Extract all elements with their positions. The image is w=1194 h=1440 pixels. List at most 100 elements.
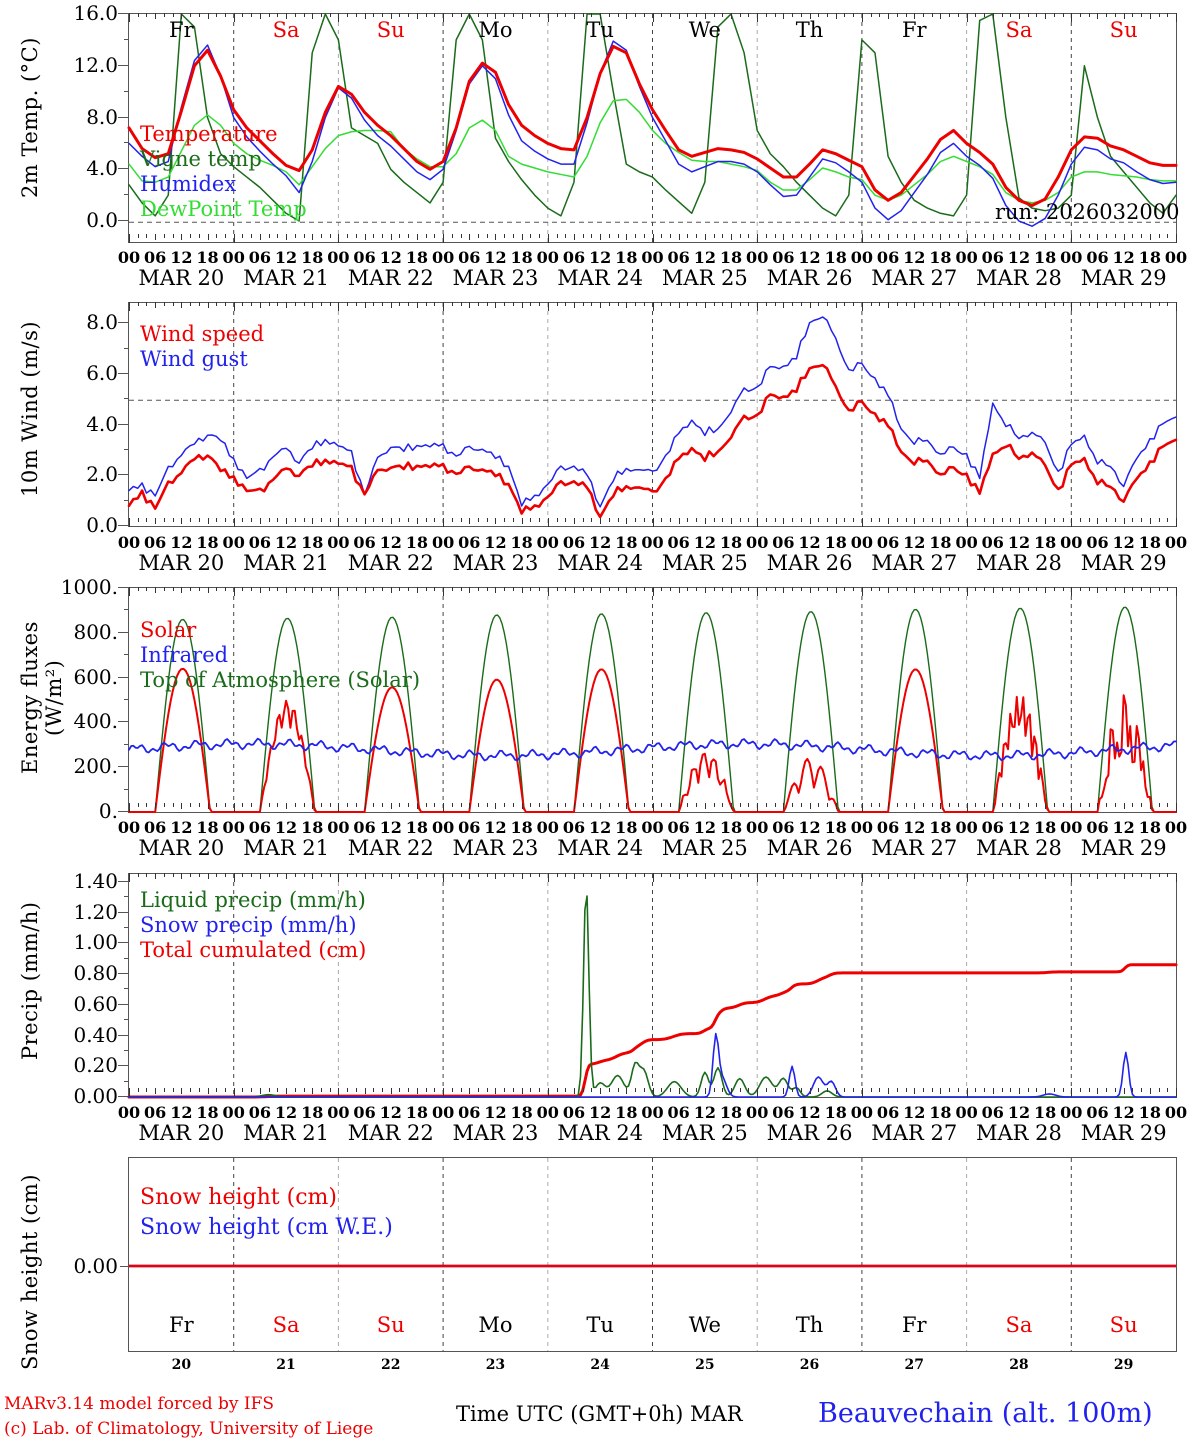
temperature-day-label: MAR 28 bbox=[975, 266, 1062, 290]
wind-hour-tick-label: 06 bbox=[772, 533, 795, 552]
axis-tick-row bbox=[129, 302, 1177, 311]
precip-hour-tick-label: 12 bbox=[484, 1103, 507, 1122]
precip-hour-tick-label: 18 bbox=[824, 1103, 847, 1122]
wind-hour-tick-label: 06 bbox=[248, 533, 272, 552]
temperature-hour-tick-label: 00 bbox=[746, 248, 769, 267]
temperature-hour-tick-label: 12 bbox=[379, 248, 402, 267]
series-path bbox=[128, 316, 1177, 508]
temperature-y-tickmark bbox=[118, 13, 130, 14]
energy-y-tick-label: 800. bbox=[73, 619, 118, 644]
wind-legend: Wind speed Wind gust bbox=[140, 322, 264, 372]
precip-y-tick-label: 1.40 bbox=[73, 868, 118, 893]
temperature-hour-tick-label: 12 bbox=[693, 248, 716, 267]
precip-hour-tick-label: 18 bbox=[929, 1103, 952, 1122]
wind-hour-tick-label: 06 bbox=[458, 533, 481, 552]
temperature-y-tickmark bbox=[118, 220, 130, 222]
temperature-y-minor-tick bbox=[124, 194, 130, 196]
energy-hour-tick-label: 18 bbox=[1033, 818, 1057, 837]
legend-item-wind-gust: Wind gust bbox=[140, 347, 248, 371]
energy-hour-tick-label: 00 bbox=[746, 818, 769, 837]
precip-hour-tick-label: 12 bbox=[693, 1103, 716, 1122]
precip-hour-tick-label: 12 bbox=[903, 1103, 926, 1122]
precip-hour-tick-label: 00 bbox=[536, 1103, 559, 1122]
precip-hour-tick-label: 06 bbox=[981, 1103, 1004, 1122]
panel-energy: Energy fluxes (W/m²) 1000. 800. 600. 400. 20… bbox=[0, 575, 1194, 860]
snow-chart-svg bbox=[129, 1158, 1176, 1351]
legend-item-snow-height: Snow height (cm) bbox=[140, 1185, 337, 1210]
panel-wind: 10m Wind (m/s) 8.0 6.0 4.0 2.0 0.0 Wind spee… bbox=[0, 290, 1194, 575]
snow-day-number: 27 bbox=[904, 1357, 924, 1373]
temperature-day-label: MAR 26 bbox=[766, 266, 853, 290]
energy-y-tick-label: 200. bbox=[73, 754, 118, 779]
energy-hour-tick-label: 18 bbox=[301, 818, 324, 837]
energy-hour-tick-label: 12 bbox=[589, 818, 612, 837]
legend-item-total-cumulated: Total cumulated (cm) bbox=[140, 938, 367, 962]
energy-y-axis-label: Energy fluxes (W/m²) bbox=[18, 621, 66, 775]
temperature-hour-tick-label: 18 bbox=[301, 248, 324, 267]
axis-tick-row bbox=[129, 13, 1177, 22]
wind-hour-tick-label: 18 bbox=[719, 533, 743, 552]
temperature-hour-tick-label: 00 bbox=[850, 248, 874, 267]
energy-hour-tick-label: 18 bbox=[929, 818, 952, 837]
weekday-tag: Su bbox=[1109, 18, 1138, 42]
wind-hour-tick-label: 00 bbox=[746, 533, 769, 552]
energy-hour-tick-label: 00 bbox=[641, 818, 664, 837]
series-path bbox=[128, 98, 1177, 204]
temperature-hour-tick-label: 18 bbox=[1138, 248, 1161, 267]
precip-y-tick-label: 0.00 bbox=[73, 1084, 118, 1108]
temperature-hour-tick-label: 00 bbox=[955, 248, 978, 267]
temperature-day-label: MAR 21 bbox=[243, 266, 329, 290]
temperature-hour-tick-label: 06 bbox=[981, 248, 1004, 267]
run-label: run: 2026032000 bbox=[995, 200, 1180, 224]
legend-item-solar: Solar bbox=[140, 618, 197, 642]
energy-hour-tick-label: 18 bbox=[1138, 818, 1161, 837]
legend-item-wind-speed: Wind speed bbox=[140, 322, 265, 346]
precip-y-tick-label: 1.00 bbox=[73, 930, 118, 955]
wind-day-label: MAR 20 bbox=[138, 551, 225, 575]
energy-day-label: MAR 21 bbox=[243, 836, 329, 860]
wind-y-tickmark bbox=[118, 372, 130, 374]
energy-hour-tick-label: 18 bbox=[615, 818, 638, 837]
energy-hour-tick-label: 00 bbox=[850, 818, 874, 837]
legend-item-humidex: Humidex bbox=[140, 172, 237, 196]
energy-day-label: MAR 24 bbox=[557, 836, 644, 860]
axis-tick-row bbox=[129, 803, 1177, 812]
legend-item-vigne-temp: Vigne temp bbox=[140, 147, 262, 171]
temperature-y-tick-label: 0.0 bbox=[86, 208, 118, 233]
snow-day-number: 25 bbox=[695, 1357, 715, 1373]
temperature-day-label: MAR 22 bbox=[347, 266, 434, 290]
temperature-hour-tick-label: 12 bbox=[170, 248, 193, 267]
temperature-hour-tick-label: 06 bbox=[667, 248, 690, 267]
energy-hour-tick-label: 12 bbox=[798, 818, 821, 837]
wind-y-tick-label: 0.0 bbox=[86, 513, 118, 537]
precip-hour-tick-label: 12 bbox=[798, 1103, 821, 1122]
temperature-y-minor-tick bbox=[124, 90, 130, 92]
panel-precip: Precip (mm/h) 1.40 1.20 1.00 0.80 0.60 0.40 0.… bbox=[0, 860, 1194, 1145]
precip-y-tickmark bbox=[118, 880, 130, 882]
temperature-hour-tick-label: 12 bbox=[274, 248, 298, 267]
wind-hour-tick-label: 00 bbox=[850, 533, 874, 552]
legend-item-temperature: Temperature bbox=[140, 122, 278, 146]
precip-hour-tick-label: 06 bbox=[248, 1103, 272, 1122]
precip-day-label: MAR 25 bbox=[661, 1121, 748, 1145]
wind-y-minor-tick bbox=[124, 499, 130, 501]
energy-day-label: MAR 26 bbox=[766, 836, 853, 860]
wind-hour-tick-label: 00 bbox=[641, 533, 664, 552]
energy-hour-tick-label: 06 bbox=[144, 818, 167, 837]
precip-y-minor-tick bbox=[124, 927, 130, 929]
weekday-tag: We bbox=[688, 18, 721, 42]
wind-hour-tick-label: 12 bbox=[1007, 533, 1031, 552]
energy-hour-tick-label: 18 bbox=[510, 818, 533, 837]
energy-hour-tick-label: 00 bbox=[117, 818, 141, 837]
energy-y-minor-tick bbox=[124, 788, 130, 790]
precip-hour-tick-label: 06 bbox=[1086, 1103, 1109, 1122]
energy-hour-tick-label: 12 bbox=[1007, 818, 1031, 837]
temperature-y-minor-tick bbox=[124, 142, 130, 144]
energy-hour-tick-label: 00 bbox=[1060, 818, 1083, 837]
temperature-hour-tick-label: 18 bbox=[405, 248, 429, 267]
legend-item-liquid-precip: Liquid precip (mm/h) bbox=[140, 888, 366, 912]
wind-day-label: MAR 26 bbox=[766, 551, 853, 575]
snow-weekday-label: Sa bbox=[1005, 1313, 1033, 1337]
wind-hour-tick-label: 12 bbox=[589, 533, 612, 552]
temperature-hour-tick-label: 00 bbox=[641, 248, 664, 267]
